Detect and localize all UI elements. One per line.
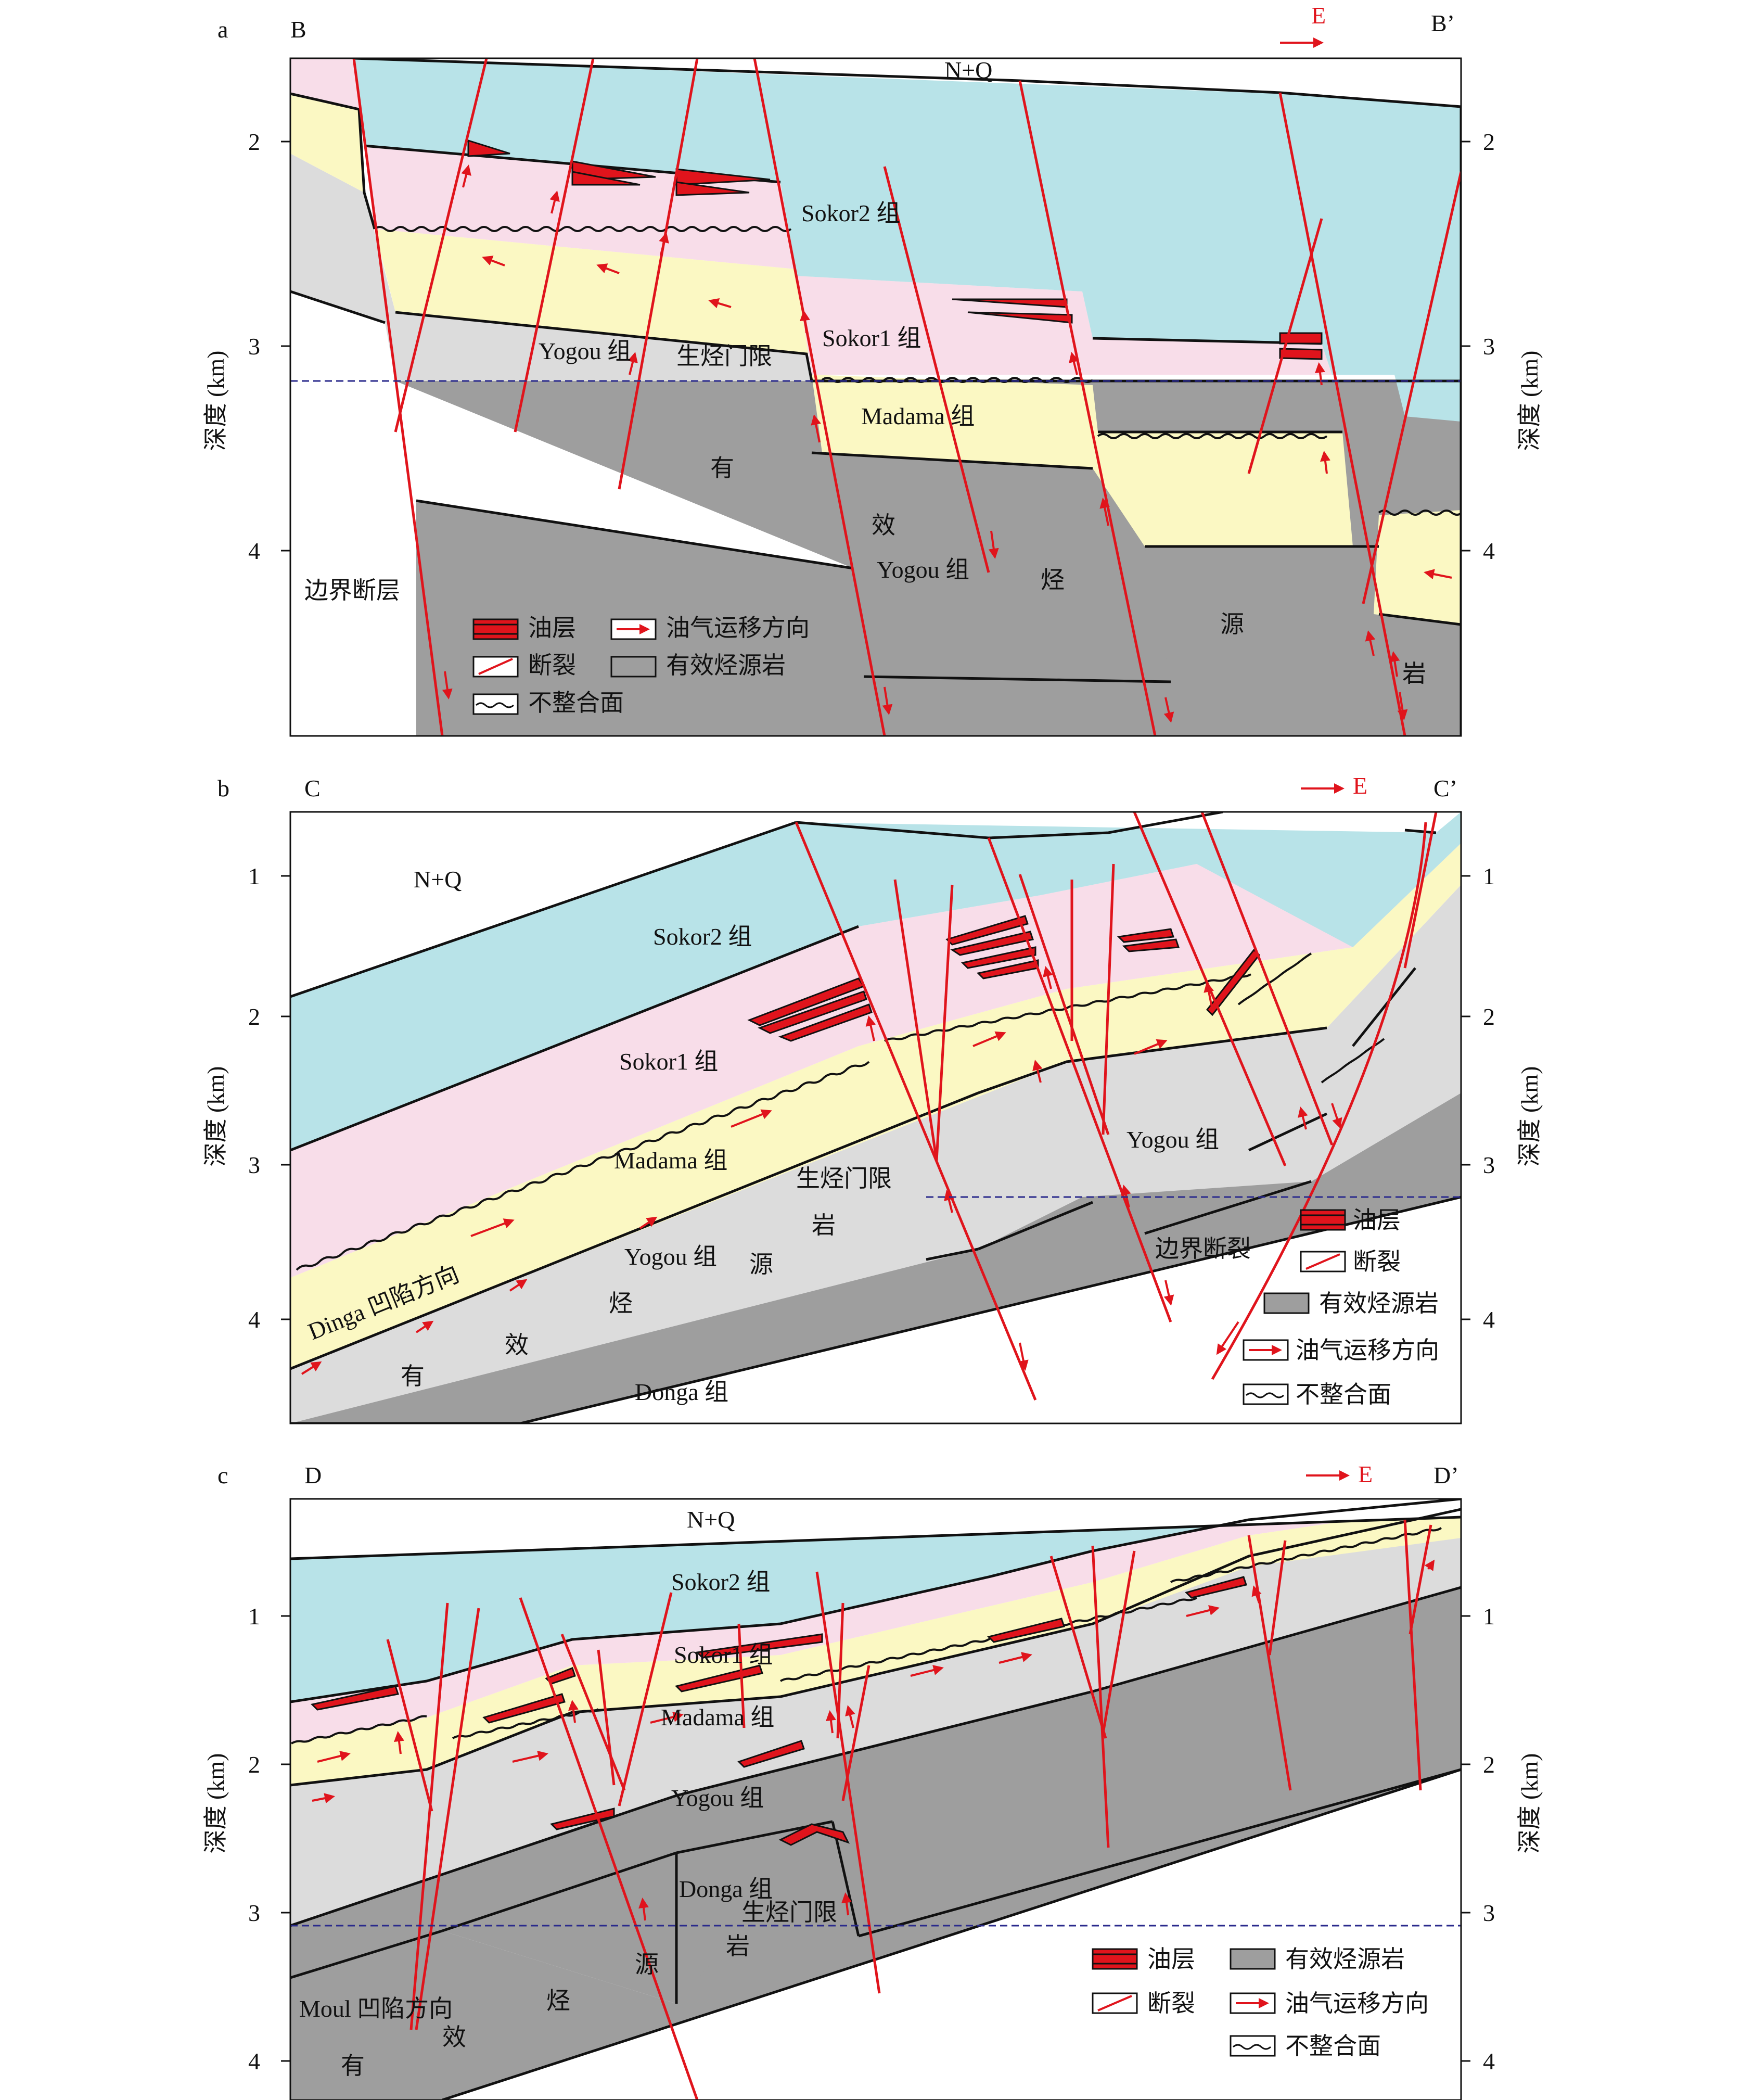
label-madama-a: Madama 组 xyxy=(861,403,975,429)
label-src-a-5: 岩 xyxy=(1402,660,1426,687)
label-threshold-a: 生烃门限 xyxy=(676,343,772,370)
label-src-c-1: 有 xyxy=(341,2053,365,2079)
legend-b-source: 有效烃源岩 xyxy=(1319,1290,1439,1317)
tick-b-left-1: 1 xyxy=(248,863,260,889)
label-donga-c: Donga 组 xyxy=(679,1876,773,1902)
label-src-b-4: 源 xyxy=(749,1251,773,1278)
label-yogou-upper-b: Yogou 组 xyxy=(1126,1126,1219,1153)
label-src-b-1: 有 xyxy=(401,1363,425,1390)
section-end-c: D’ xyxy=(1433,1462,1459,1488)
east-arrow-a: E xyxy=(1311,2,1326,29)
legend-b-unconformity: 不整合面 xyxy=(1296,1381,1391,1408)
legend-c-oil: 油层 xyxy=(1147,1946,1195,1972)
label-sokor1-a: Sokor1 组 xyxy=(822,325,921,351)
panel-letter-a: a xyxy=(217,16,228,43)
legend-c-source: 有效烃源岩 xyxy=(1285,1946,1405,1972)
panel-c: N+Q Sokor2 组 Sokor1 组 Madama 组 Yogou 组 D… xyxy=(202,1461,1543,2100)
label-src-c-2: 效 xyxy=(442,2024,466,2051)
cross-section-figure: N+Q Sokor2 组 Sokor1 组 Madama 组 Yogou 组 Y… xyxy=(0,0,1741,2100)
legend-a-migration: 油气运移方向 xyxy=(666,615,810,641)
section-start-c: D xyxy=(304,1462,322,1488)
section-start-a: B xyxy=(290,16,306,43)
tick-c-right-3: 3 xyxy=(1483,1900,1495,1926)
label-src-c-4: 源 xyxy=(635,1951,659,1978)
label-sokor1-c: Sokor1 组 xyxy=(674,1641,773,1668)
label-boundary-fault-a: 边界断层 xyxy=(304,577,400,604)
tick-b-right-4: 4 xyxy=(1483,1306,1495,1333)
label-src-a-4: 源 xyxy=(1220,611,1244,638)
label-yogou-lower-a: Yogou 组 xyxy=(877,556,969,583)
section-end-b: C’ xyxy=(1433,775,1457,801)
tick-b-right-2: 2 xyxy=(1483,1003,1495,1030)
legend-a-source: 有效烃源岩 xyxy=(666,652,786,679)
label-threshold-b: 生烃门限 xyxy=(796,1165,892,1192)
legend-a-fault: 断裂 xyxy=(528,652,576,679)
axis-label-b-left: 深度 (km) xyxy=(202,1066,229,1167)
label-src-b-3: 烃 xyxy=(609,1290,633,1317)
label-src-a-1: 有 xyxy=(710,455,734,481)
legend-a-unconformity: 不整合面 xyxy=(528,690,624,716)
legend-c-fault: 断裂 xyxy=(1147,1990,1195,2017)
label-threshold-c: 生烃门限 xyxy=(741,1899,837,1926)
axis-label-a-right: 深度 (km) xyxy=(1516,351,1543,451)
tick-c-left-1: 1 xyxy=(248,1603,260,1630)
panel-b: N+Q Sokor2 组 Sokor1 组 Madama 组 生烃门限 Ding… xyxy=(202,772,1543,1423)
label-sokor1-b: Sokor1 组 xyxy=(619,1048,718,1075)
panel-letter-b: b xyxy=(217,775,229,801)
label-sokor2-a: Sokor2 组 xyxy=(801,200,900,226)
east-arrow-c: E xyxy=(1358,1461,1373,1487)
tick-b-right-3: 3 xyxy=(1483,1152,1495,1178)
legend-c-migration: 油气运移方向 xyxy=(1285,1990,1429,2017)
legend-b-migration: 油气运移方向 xyxy=(1296,1337,1439,1364)
panel-letter-c: c xyxy=(217,1462,228,1488)
legend-b-fault: 断裂 xyxy=(1353,1249,1401,1275)
label-yogou-upper-a: Yogou 组 xyxy=(539,338,631,364)
tick-c-left-2: 2 xyxy=(248,1751,260,1778)
tick-b-right-1: 1 xyxy=(1483,863,1495,889)
label-moul-c: Moul 凹陷方向 xyxy=(299,1995,453,2022)
label-boundary-fault-b: 边界断裂 xyxy=(1155,1236,1251,1262)
legend-a-oil: 油层 xyxy=(528,615,576,641)
panel-a: N+Q Sokor2 组 Sokor1 组 Madama 组 Yogou 组 Y… xyxy=(202,2,1543,736)
tick-b-left-4: 4 xyxy=(248,1306,260,1333)
label-yogou-lower-b: Yogou 组 xyxy=(624,1243,717,1270)
label-madama-c: Madama 组 xyxy=(661,1704,774,1730)
tick-a-right-4: 4 xyxy=(1483,538,1495,564)
tick-b-left-3: 3 xyxy=(248,1152,260,1178)
tick-c-right-2: 2 xyxy=(1483,1751,1495,1778)
label-nq-a: N+Q xyxy=(944,57,992,83)
tick-a-left-4: 4 xyxy=(248,538,260,564)
section-end-a: B’ xyxy=(1431,10,1455,36)
axis-label-c-right: 深度 (km) xyxy=(1516,1753,1543,1854)
tick-c-right-1: 1 xyxy=(1483,1603,1495,1630)
legend-b-oil: 油层 xyxy=(1353,1207,1401,1233)
tick-b-left-2: 2 xyxy=(248,1003,260,1030)
east-arrow-b: E xyxy=(1353,772,1367,799)
label-src-a-2: 效 xyxy=(872,512,895,539)
tick-c-right-4: 4 xyxy=(1483,2048,1495,2074)
tick-a-left-2: 2 xyxy=(248,129,260,155)
label-src-b-5: 岩 xyxy=(812,1212,836,1239)
label-yogou-c: Yogou 组 xyxy=(671,1785,764,1811)
label-src-a-3: 烃 xyxy=(1041,567,1065,593)
label-madama-b: Madama 组 xyxy=(614,1147,727,1174)
axis-label-c-left: 深度 (km) xyxy=(202,1753,229,1854)
label-donga-b: Donga 组 xyxy=(635,1379,728,1405)
tick-c-left-3: 3 xyxy=(248,1900,260,1926)
label-nq-b: N+Q xyxy=(414,866,462,893)
legend-c-unconformity: 不整合面 xyxy=(1285,2033,1381,2059)
label-src-c-5: 岩 xyxy=(726,1933,750,1959)
label-src-b-2: 效 xyxy=(505,1332,529,1358)
label-sokor2-c: Sokor2 组 xyxy=(671,1569,770,1595)
section-start-b: C xyxy=(304,775,321,801)
tick-c-left-4: 4 xyxy=(248,2048,260,2074)
label-src-c-3: 烃 xyxy=(546,1988,570,2014)
tick-a-right-2: 2 xyxy=(1483,129,1495,155)
axis-label-b-right: 深度 (km) xyxy=(1516,1066,1543,1167)
tick-a-right-3: 3 xyxy=(1483,333,1495,360)
tick-a-left-3: 3 xyxy=(248,333,260,360)
axis-label-a-left: 深度 (km) xyxy=(202,351,229,451)
label-sokor2-b: Sokor2 组 xyxy=(653,923,752,950)
label-nq-c: N+Q xyxy=(687,1506,735,1533)
